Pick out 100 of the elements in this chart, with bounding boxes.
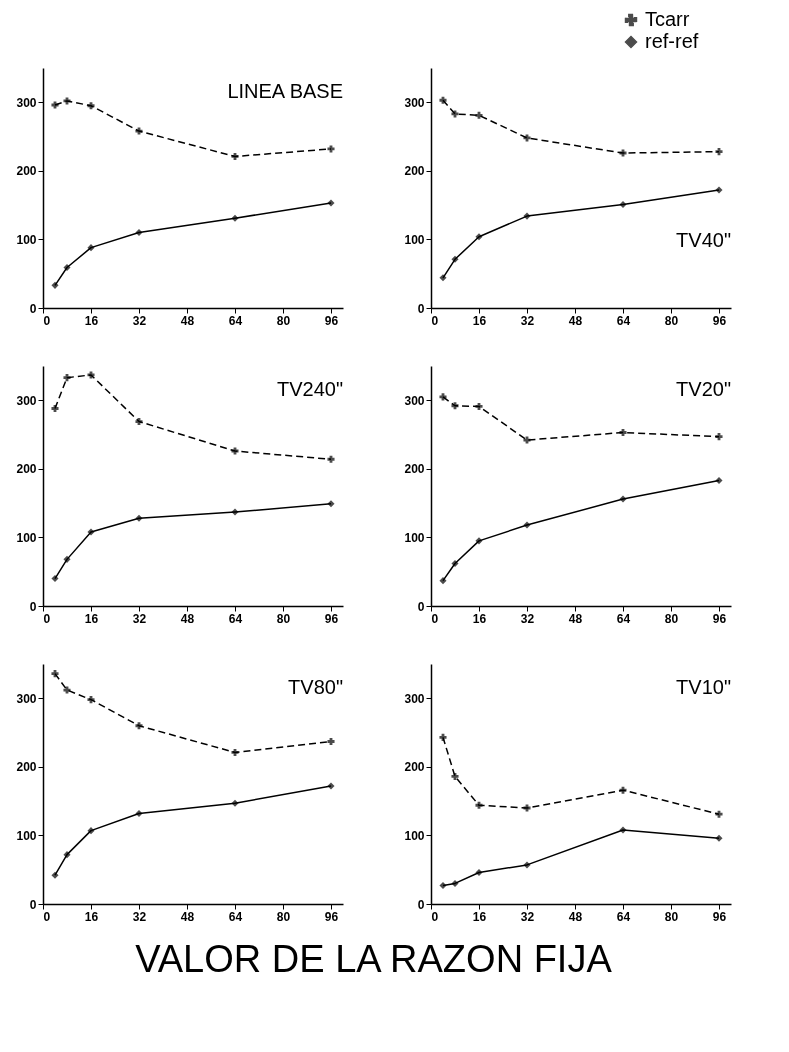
- point: [327, 782, 335, 790]
- point: [451, 559, 459, 568]
- x-tick-label: 64: [616, 909, 631, 924]
- point: [439, 577, 447, 585]
- point: [451, 879, 459, 887]
- x-tick-label: 64: [616, 313, 631, 328]
- point: [63, 264, 71, 272]
- point: [87, 244, 95, 252]
- x-tick-label: 48: [568, 313, 583, 328]
- x-tick-label: 96: [324, 313, 339, 328]
- point: [619, 200, 627, 208]
- point: [135, 514, 143, 522]
- x-tick-label: 80: [276, 313, 291, 328]
- point: [231, 152, 239, 160]
- x-tick-label: 96: [324, 909, 339, 924]
- y-tick-label: 200: [16, 164, 37, 179]
- point: [327, 455, 335, 463]
- point: [619, 428, 627, 437]
- point: [231, 748, 239, 756]
- point: [135, 418, 143, 426]
- x-tick-label: 16: [84, 611, 99, 626]
- legend-label: Tcarr: [645, 8, 690, 30]
- point: [715, 810, 723, 818]
- text: VALOR DE LA RAZON FIJA: [135, 938, 613, 980]
- y-tick-label: 100: [16, 530, 37, 545]
- point: [523, 861, 531, 869]
- x-tick-label: 64: [616, 611, 631, 626]
- x-tick-label: 0: [43, 611, 51, 626]
- x-tick-label: 96: [324, 611, 339, 626]
- point: [327, 737, 335, 746]
- x-tick-label: 16: [472, 909, 487, 924]
- point: [451, 772, 459, 780]
- point: [619, 786, 627, 794]
- y-tick-label: 0: [417, 301, 425, 316]
- y-tick-label: 0: [29, 301, 37, 316]
- y-tick-label: 300: [404, 393, 425, 408]
- x-tick-label: 32: [132, 909, 147, 924]
- x-tick-label: 96: [712, 611, 727, 626]
- y-tick-label: 100: [16, 232, 37, 247]
- x-tick-label: 80: [276, 611, 291, 626]
- point: [475, 402, 483, 410]
- x-tick-label: 0: [431, 909, 439, 924]
- x-tick-label: 0: [43, 909, 51, 924]
- point: [51, 871, 59, 879]
- text: TV10": [676, 676, 731, 698]
- text: TV240": [276, 378, 343, 400]
- point: [715, 186, 723, 194]
- x-tick-label: 80: [276, 909, 291, 924]
- y-tick-label: 200: [404, 462, 425, 477]
- point: [51, 404, 59, 413]
- y-tick-label: 0: [29, 599, 37, 614]
- y-tick-label: 300: [404, 691, 425, 706]
- x-tick-label: 32: [520, 313, 535, 328]
- point: [231, 799, 239, 807]
- x-tick-label: 48: [568, 909, 583, 924]
- point: [475, 801, 483, 809]
- point: [715, 148, 723, 156]
- x-tick-label: 48: [180, 909, 195, 924]
- y-tick-label: 300: [404, 95, 425, 110]
- x-tick-label: 80: [664, 611, 679, 626]
- x-tick-label: 80: [664, 909, 679, 924]
- point: [451, 255, 459, 263]
- point: [715, 476, 723, 485]
- x-tick-label: 0: [431, 313, 439, 328]
- y-tick-label: 100: [404, 530, 425, 545]
- x-tick-label: 48: [180, 313, 195, 328]
- point: [327, 500, 335, 508]
- x-tick-label: 96: [712, 313, 727, 328]
- point: [475, 537, 483, 545]
- x-tick-label: 0: [431, 611, 439, 626]
- point: [135, 229, 143, 237]
- point: [439, 881, 447, 890]
- legend-label: ref-ref: [645, 30, 699, 52]
- x-tick-label: 0: [43, 313, 51, 328]
- y-tick-label: 100: [404, 828, 425, 843]
- point: [619, 826, 627, 834]
- point: [475, 868, 483, 876]
- point: [87, 102, 95, 110]
- x-tick-label: 96: [712, 909, 727, 924]
- point: [87, 528, 95, 536]
- text: TV40": [676, 229, 731, 251]
- point: [451, 402, 459, 410]
- point: [51, 575, 59, 583]
- point: [327, 199, 335, 207]
- y-tick-label: 100: [16, 828, 37, 843]
- point: [439, 393, 447, 401]
- text: LINEA BASE: [227, 80, 343, 102]
- y-tick-label: 100: [404, 232, 425, 247]
- point: [715, 433, 723, 441]
- y-tick-label: 200: [404, 164, 425, 179]
- text: TV20": [676, 378, 731, 400]
- x-tick-label: 32: [132, 611, 147, 626]
- x-tick-label: 64: [228, 313, 243, 328]
- point: [63, 374, 71, 382]
- x-tick-label: 64: [228, 611, 243, 626]
- x-tick-label: 48: [180, 611, 195, 626]
- point: [135, 809, 143, 818]
- x-tick-label: 32: [520, 909, 535, 924]
- point: [63, 555, 71, 563]
- point: [439, 96, 447, 104]
